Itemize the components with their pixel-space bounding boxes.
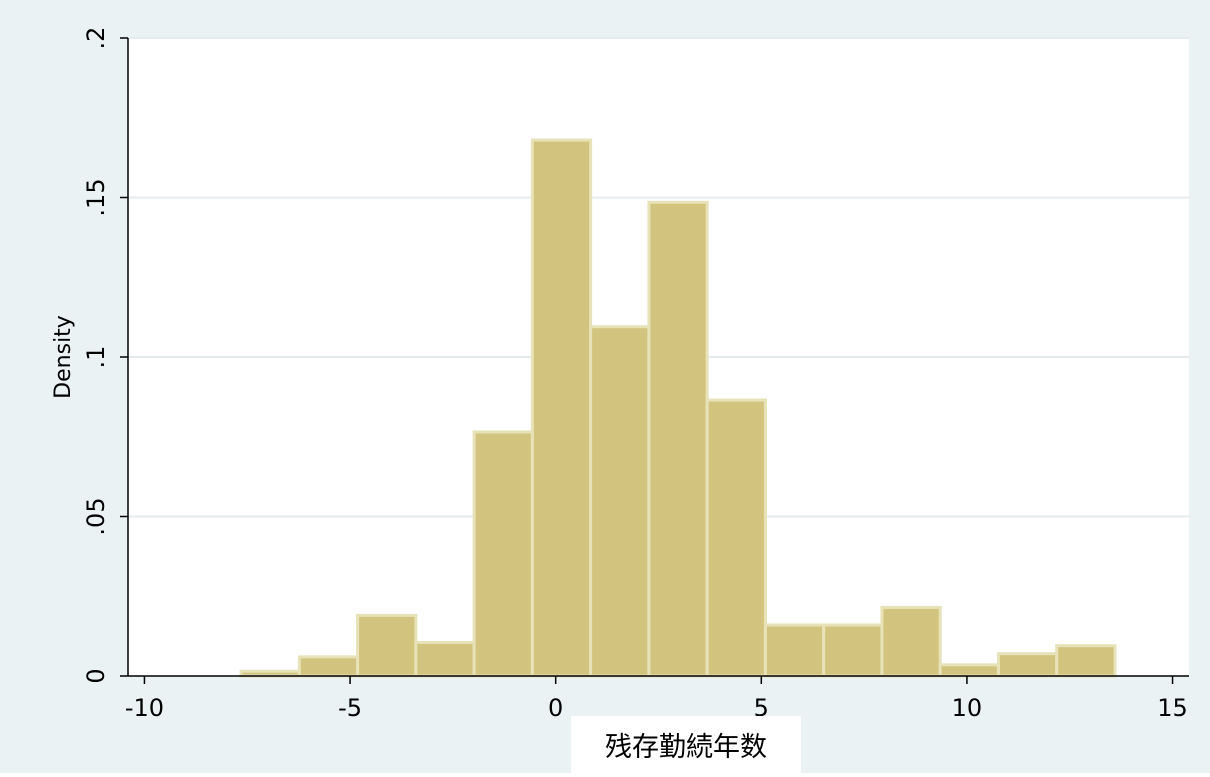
x-axis-title: 残存勤続年数 <box>605 732 767 763</box>
x-axis-title-box <box>571 716 801 773</box>
histogram-bar <box>880 605 942 678</box>
bars-layer <box>239 138 1117 678</box>
histogram-bar <box>938 663 1000 678</box>
histogram-bar <box>705 398 767 678</box>
y-tick-label: .15 <box>82 178 110 216</box>
histogram-bar <box>530 138 593 678</box>
histogram-bar <box>472 430 534 678</box>
histogram-bar <box>763 623 826 678</box>
ticks-layer: -10 -5 0 5 10 15 0 .05 .1 .15 .2 <box>82 27 1188 722</box>
histogram-bar <box>356 613 418 678</box>
y-tick-label: 0 <box>82 668 110 683</box>
histogram-bar <box>647 200 709 678</box>
histogram-bar <box>589 325 651 678</box>
histogram-bar <box>414 641 476 678</box>
histogram-bar <box>996 652 1059 678</box>
y-tick-label: .1 <box>82 346 110 369</box>
y-axis-title: Density <box>51 315 76 399</box>
x-tick-label: 0 <box>548 694 563 722</box>
histogram-bar <box>822 623 884 678</box>
y-tick-label: .05 <box>82 497 110 535</box>
histogram-bar <box>297 655 360 678</box>
y-tick-label: .2 <box>82 27 110 50</box>
x-tick-label: 5 <box>754 694 769 722</box>
x-tick-label: 10 <box>952 694 983 722</box>
x-tick-label: 15 <box>1157 694 1188 722</box>
x-tick-label: -5 <box>338 694 362 722</box>
histogram-bar <box>1055 644 1117 678</box>
x-tick-label: -10 <box>125 694 164 722</box>
